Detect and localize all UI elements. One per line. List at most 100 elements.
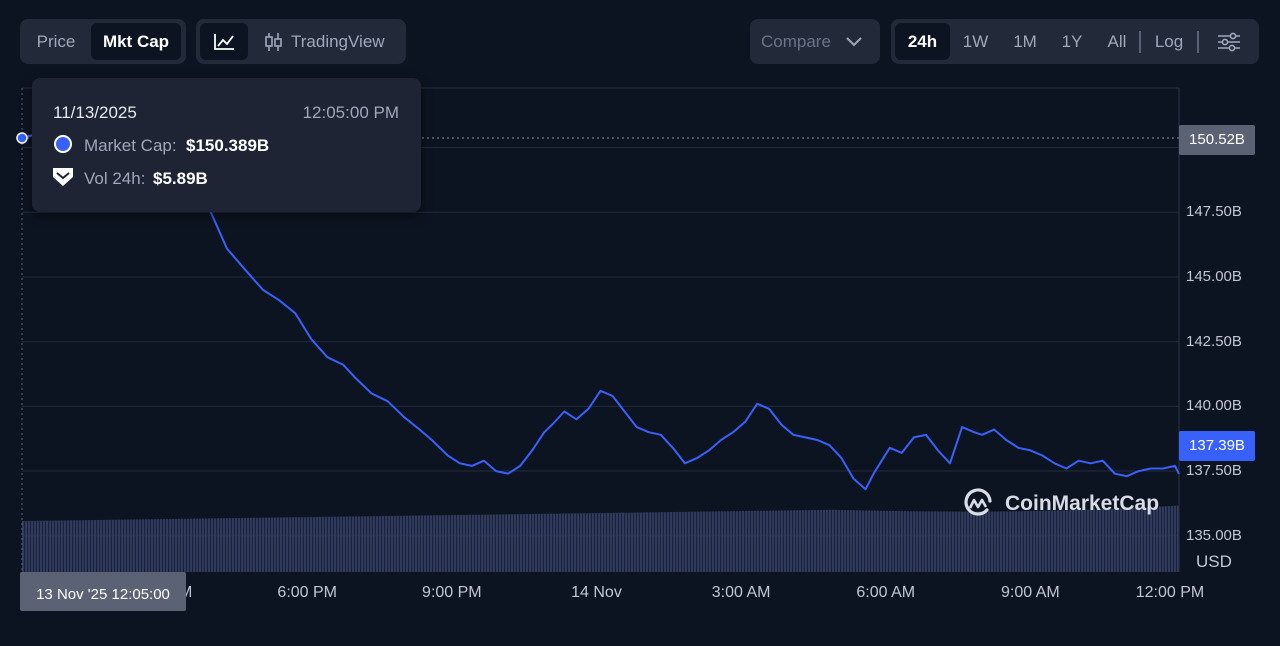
volume-bar bbox=[1114, 508, 1117, 572]
volume-bar bbox=[937, 511, 940, 572]
volume-bar bbox=[529, 513, 532, 572]
volume-bar bbox=[772, 510, 775, 572]
volume-bar bbox=[943, 511, 946, 572]
volume-bar bbox=[730, 511, 733, 572]
volume-bar bbox=[685, 511, 688, 572]
range-1w-button[interactable]: 1W bbox=[962, 32, 989, 51]
volume-bar bbox=[358, 516, 361, 572]
volume-bar bbox=[247, 517, 250, 572]
volume-bar bbox=[664, 512, 667, 572]
range-24h-button[interactable]: 24h bbox=[895, 23, 950, 60]
volume-bar bbox=[100, 519, 103, 572]
volume-bar bbox=[490, 514, 493, 572]
volume-bar bbox=[154, 519, 157, 572]
volume-bar bbox=[223, 518, 226, 572]
tradingview-button[interactable]: TradingView bbox=[254, 23, 402, 60]
volume-bar bbox=[604, 512, 607, 572]
volume-bar bbox=[970, 511, 973, 572]
volume-bar bbox=[514, 514, 517, 572]
volume-bar bbox=[1093, 509, 1096, 572]
volume-bar bbox=[706, 511, 709, 572]
volume-bar bbox=[349, 516, 352, 572]
volume-bar bbox=[1021, 511, 1024, 572]
volume-bar bbox=[1132, 507, 1135, 572]
volume-bar bbox=[31, 520, 34, 572]
volume-bar bbox=[388, 515, 391, 572]
volume-bar bbox=[811, 510, 814, 572]
volume-bar bbox=[979, 511, 982, 572]
volume-bar bbox=[1066, 510, 1069, 572]
volume-bar bbox=[373, 516, 376, 572]
tab-price[interactable]: Price bbox=[36, 32, 76, 51]
volume-bar bbox=[676, 511, 679, 572]
range-all-button[interactable]: All bbox=[1107, 32, 1127, 51]
volume-bar bbox=[43, 520, 46, 572]
range-1m-button[interactable]: 1M bbox=[1013, 32, 1037, 51]
volume-bar bbox=[895, 511, 898, 572]
volume-bar bbox=[589, 513, 592, 572]
volume-bar bbox=[1102, 508, 1105, 572]
volume-bar bbox=[775, 510, 778, 572]
volume-bar bbox=[1024, 511, 1027, 572]
volume-bar bbox=[211, 518, 214, 572]
volume-bar bbox=[877, 510, 880, 572]
volume-bar bbox=[643, 512, 646, 572]
volume-bar bbox=[550, 513, 553, 572]
volume-bar bbox=[640, 512, 643, 572]
chevron-down-icon bbox=[846, 37, 862, 47]
volume-bar bbox=[307, 517, 310, 572]
volume-bar bbox=[85, 520, 88, 572]
volume-bar bbox=[343, 516, 346, 572]
tab-mkt-cap[interactable]: Mkt Cap bbox=[91, 23, 181, 60]
volume-bar bbox=[259, 517, 262, 572]
range-1y-button[interactable]: 1Y bbox=[1061, 32, 1083, 51]
hover-tooltip: 11/13/2025 12:05:00 PM Market Cap: $150.… bbox=[32, 78, 421, 212]
volume-bar bbox=[316, 516, 319, 572]
volume-bar bbox=[976, 511, 979, 572]
volume-bar bbox=[826, 509, 829, 572]
volume-bar bbox=[421, 515, 424, 572]
volume-bar bbox=[1036, 510, 1039, 572]
volume-bar bbox=[202, 518, 205, 572]
volume-bar bbox=[403, 515, 406, 572]
volume-bar bbox=[271, 517, 274, 572]
volume-bar bbox=[535, 513, 538, 572]
volume-bar bbox=[517, 514, 520, 572]
volume-bar bbox=[832, 509, 835, 572]
volume-bar bbox=[232, 518, 235, 572]
volume-bar bbox=[91, 520, 94, 572]
volume-bar bbox=[1174, 505, 1177, 572]
volume-bar bbox=[595, 513, 598, 572]
volume-bar bbox=[598, 513, 601, 572]
tooltip-time: 12:05:00 PM bbox=[302, 103, 399, 122]
volume-bar bbox=[199, 518, 202, 572]
volume-bar bbox=[1165, 506, 1168, 572]
volume-bar bbox=[121, 519, 124, 572]
market-cap-dot-icon bbox=[54, 135, 72, 153]
x-tick-label: 6:00 PM bbox=[277, 584, 338, 601]
log-scale-button[interactable]: Log bbox=[1154, 32, 1184, 51]
volume-bar bbox=[64, 520, 67, 572]
volume-bar bbox=[466, 514, 469, 572]
volume-bar bbox=[613, 512, 616, 572]
volume-bar bbox=[508, 514, 511, 572]
volume-bar bbox=[916, 511, 919, 572]
line-view-button[interactable] bbox=[200, 23, 248, 60]
volume-bar bbox=[34, 520, 37, 572]
volume-bar bbox=[862, 510, 865, 572]
volume-bar bbox=[625, 512, 628, 572]
volume-bar bbox=[1123, 508, 1126, 572]
volume-bar bbox=[82, 520, 85, 572]
volume-bar bbox=[793, 510, 796, 572]
volume-bar bbox=[451, 515, 454, 572]
volume-bar bbox=[109, 519, 112, 572]
settings-button[interactable] bbox=[1207, 23, 1251, 60]
volume-bar bbox=[1111, 508, 1114, 572]
volume-bar bbox=[157, 519, 160, 572]
volume-bar bbox=[532, 513, 535, 572]
volume-bar bbox=[253, 517, 256, 572]
candlestick-icon bbox=[265, 33, 282, 51]
volume-bar bbox=[502, 514, 505, 572]
compare-dropdown[interactable]: Compare bbox=[750, 19, 880, 64]
